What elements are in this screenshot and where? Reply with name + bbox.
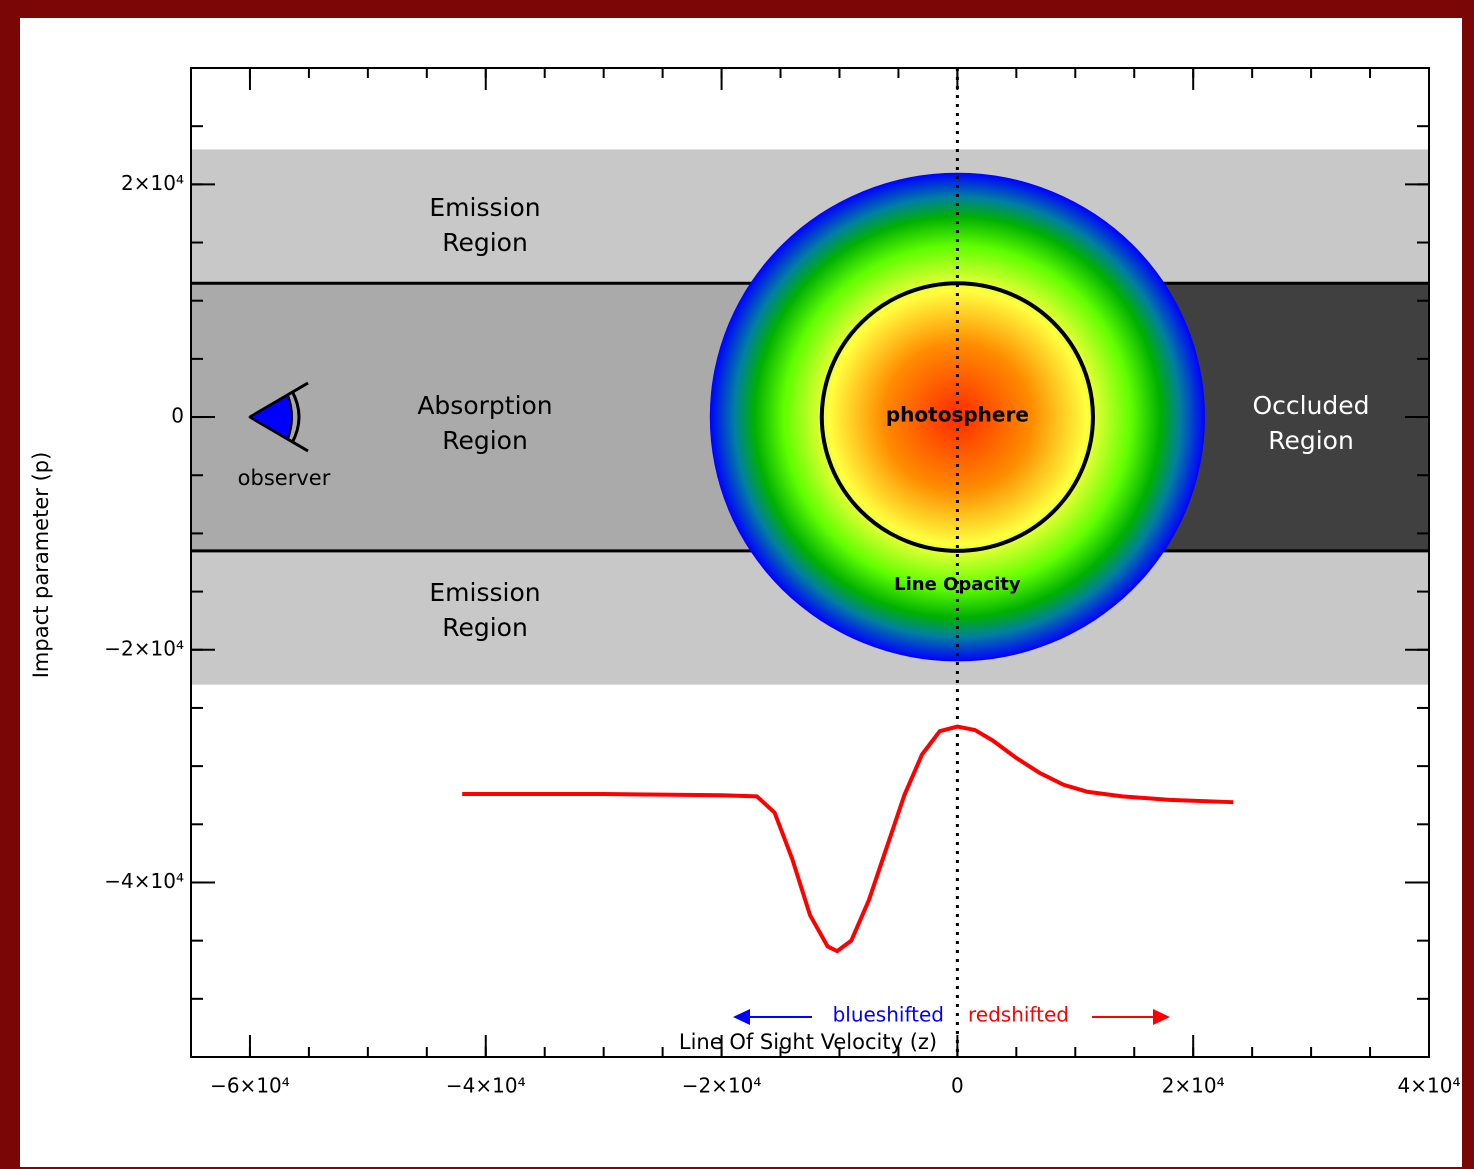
x-tick-label: −4×10⁴ (446, 1074, 526, 1098)
x-tick-label: 2×10⁴ (1162, 1074, 1225, 1098)
region-label: Occluded (1252, 391, 1369, 420)
observer-label: observer (238, 466, 331, 490)
y-axis-label: Impact parameter (p) (29, 452, 53, 679)
chart: Line Of Sight Velocity (z) Impact parame… (0, 0, 1474, 1169)
y-tick-label: −4×10⁴ (104, 869, 184, 893)
region-label: Region (442, 228, 528, 257)
redshift-label: redshifted (968, 1003, 1069, 1027)
x-tick-label: −2×10⁴ (682, 1074, 762, 1098)
region-label: Absorption (417, 391, 552, 420)
blueshift-label: blueshifted (833, 1003, 944, 1027)
region-label: Region (442, 426, 528, 455)
y-tick-label: 2×10⁴ (121, 171, 184, 195)
region-label: Region (1268, 426, 1354, 455)
region-label: Emission (429, 193, 540, 222)
page: Line Of Sight Velocity (z) Impact parame… (0, 0, 1474, 1169)
x-tick-label: 0 (951, 1074, 964, 1098)
x-tick-label: 4×10⁴ (1398, 1074, 1461, 1098)
region-label: Region (442, 613, 528, 642)
y-tick-label: −2×10⁴ (104, 636, 184, 660)
y-tick-label: 0 (171, 404, 184, 428)
region-label: Emission (429, 578, 540, 607)
photosphere-label: photosphere (886, 403, 1029, 427)
x-tick-label: −6×10⁴ (210, 1074, 290, 1098)
